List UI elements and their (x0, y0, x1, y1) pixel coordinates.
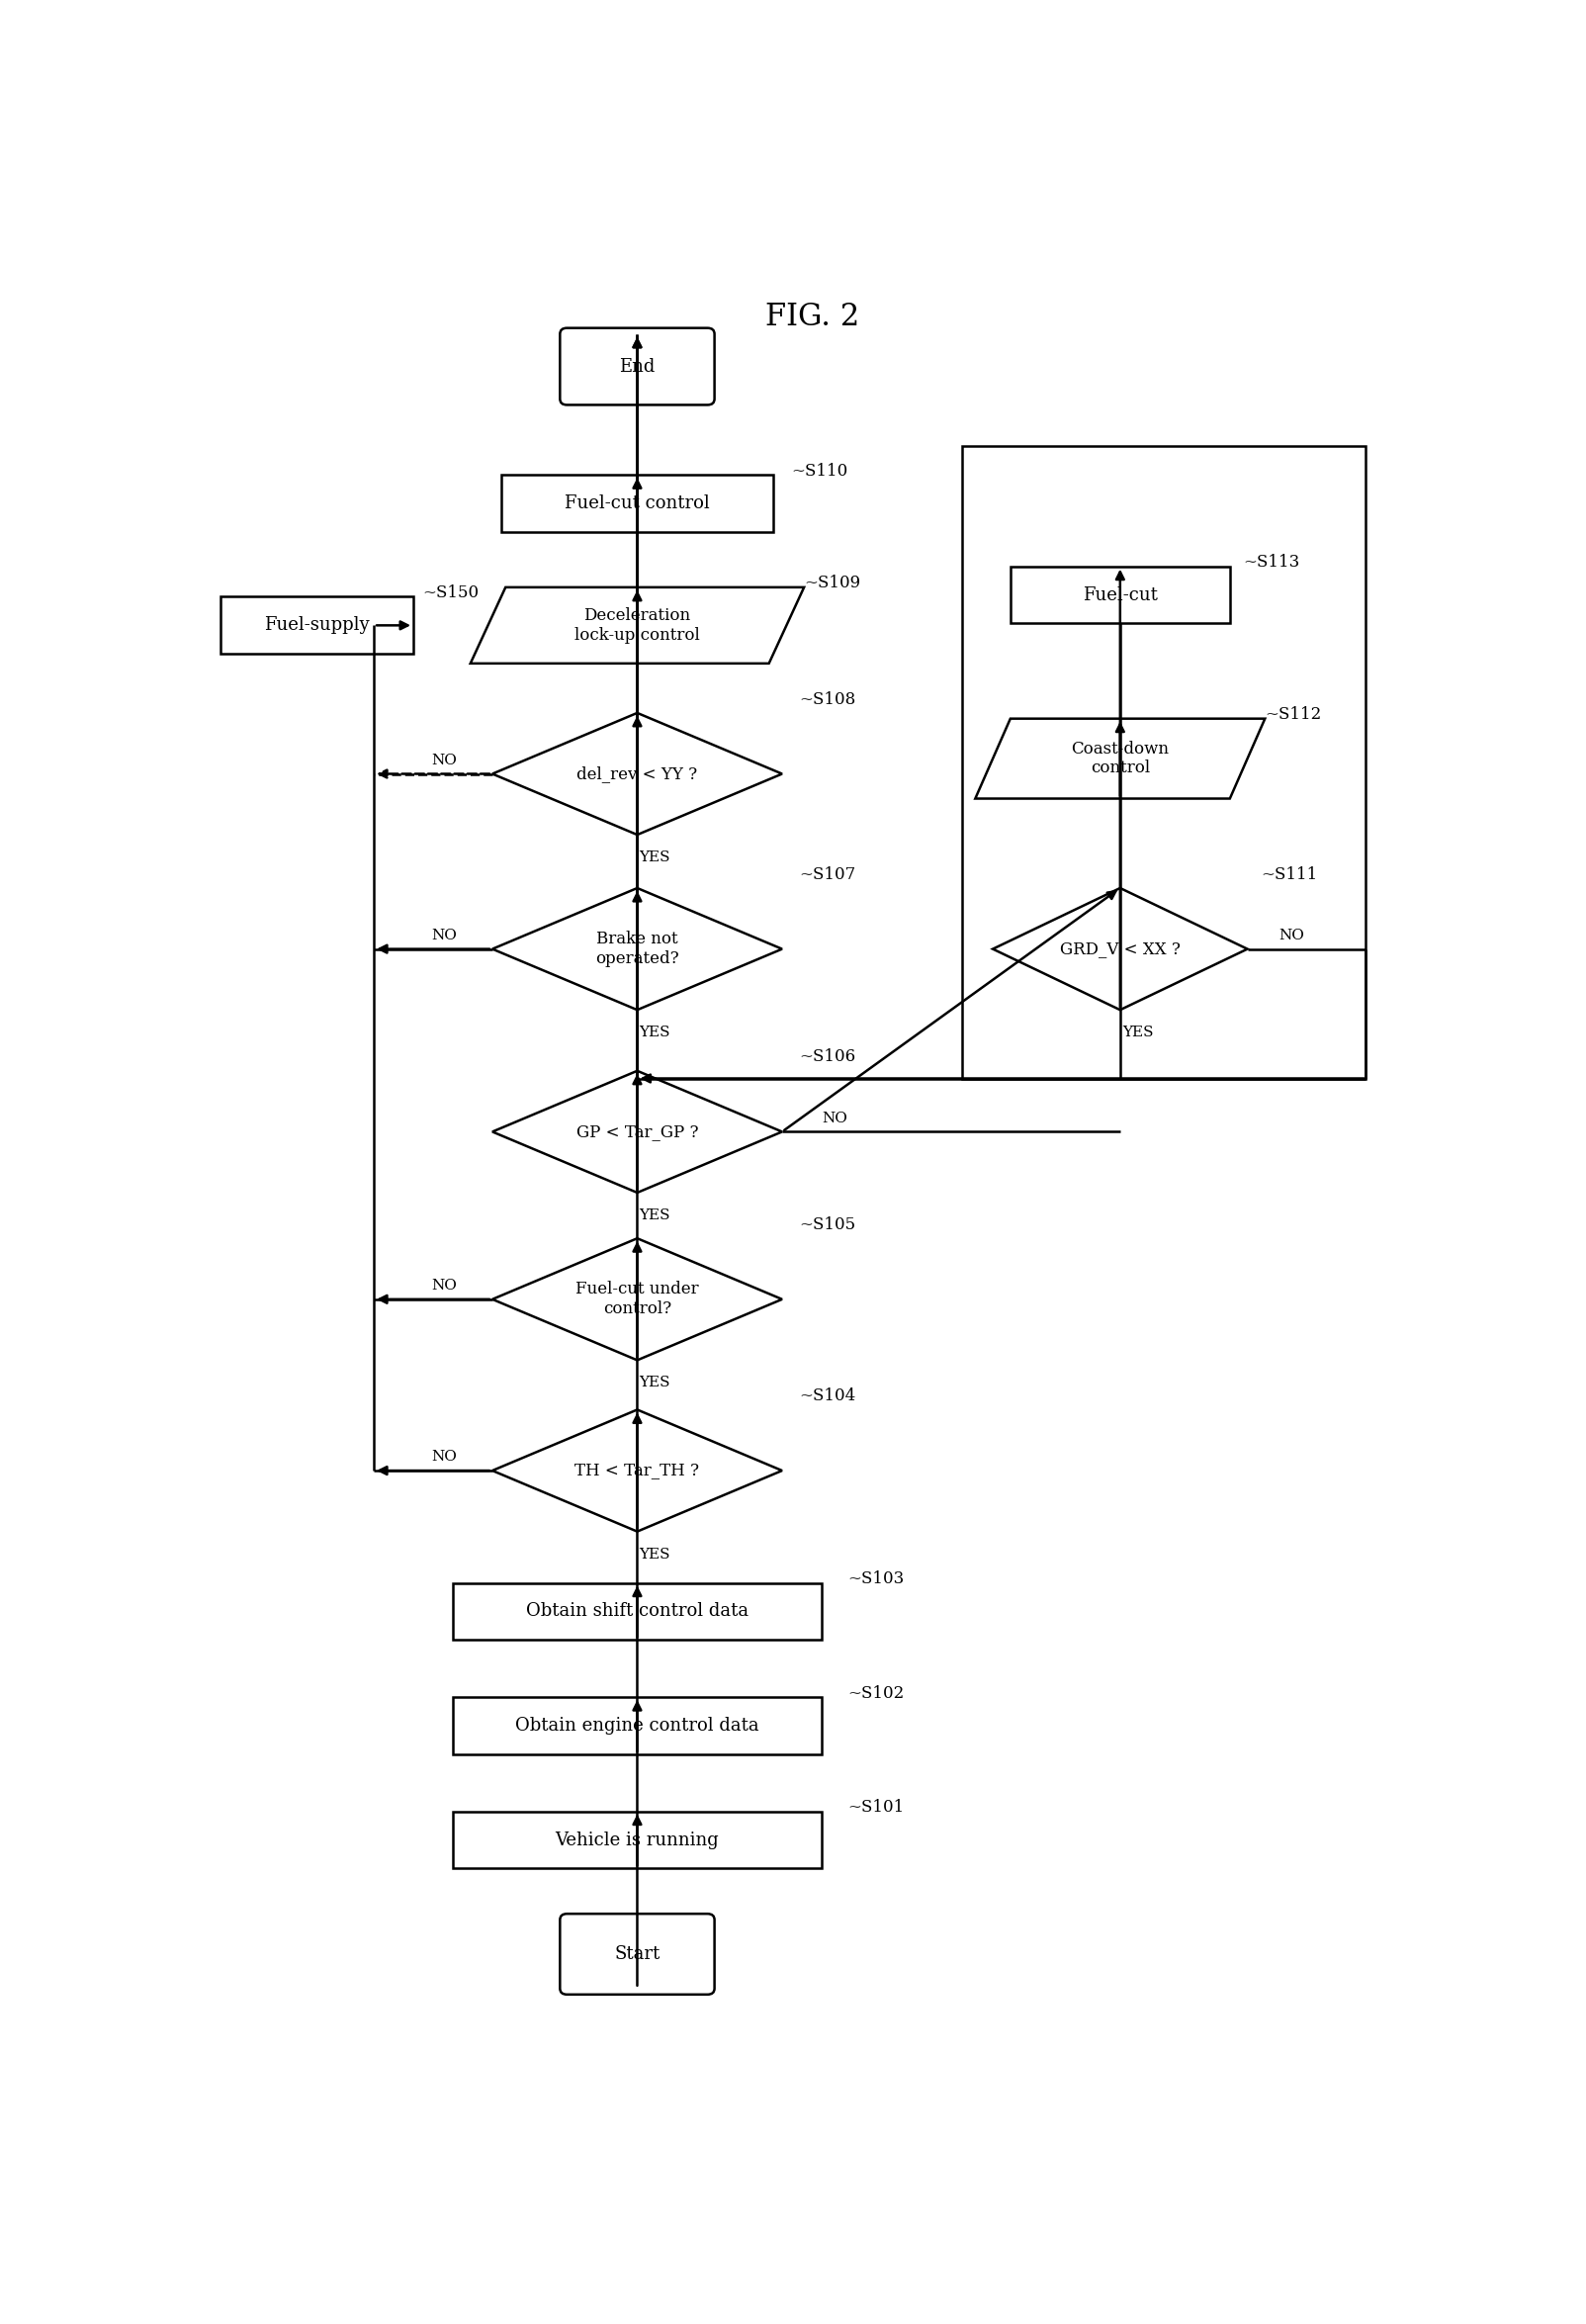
Bar (454, 1697, 822, 1755)
Bar (501, 474, 774, 532)
Text: NO: NO (1278, 927, 1304, 941)
Text: Obtain engine control data: Obtain engine control data (515, 1717, 760, 1734)
Text: ~S107: ~S107 (799, 867, 856, 883)
Text: Fuel-cut control: Fuel-cut control (565, 495, 711, 511)
Text: Fuel-cut under
control?: Fuel-cut under control? (576, 1281, 699, 1318)
Text: ~S108: ~S108 (799, 690, 856, 706)
Text: End: End (619, 358, 655, 376)
Polygon shape (492, 1071, 782, 1192)
Text: Fuel-supply: Fuel-supply (263, 616, 370, 634)
Bar (454, 1810, 822, 1868)
Text: ~S112: ~S112 (1266, 706, 1321, 723)
Polygon shape (492, 1239, 782, 1360)
Polygon shape (993, 888, 1248, 1011)
Text: ~S150: ~S150 (422, 586, 479, 602)
Text: FIG. 2: FIG. 2 (766, 302, 860, 332)
Text: ~S102: ~S102 (849, 1685, 904, 1701)
Text: ~S110: ~S110 (791, 462, 849, 479)
Polygon shape (492, 888, 782, 1011)
Text: ~S106: ~S106 (799, 1048, 856, 1064)
Text: YES: YES (639, 1376, 671, 1390)
Text: YES: YES (639, 1025, 671, 1039)
Bar (220, 597, 414, 653)
Text: YES: YES (639, 851, 671, 865)
Text: Deceleration
lock-up control: Deceleration lock-up control (574, 607, 699, 644)
Text: Vehicle is running: Vehicle is running (555, 1831, 718, 1850)
Text: ~S113: ~S113 (1243, 553, 1299, 572)
Text: NO: NO (431, 753, 457, 767)
Text: ~S104: ~S104 (799, 1387, 856, 1404)
Text: NO: NO (822, 1111, 847, 1125)
Text: ~S103: ~S103 (849, 1571, 904, 1587)
Text: GP < Tar_GP ?: GP < Tar_GP ? (576, 1122, 698, 1141)
Text: ~S109: ~S109 (804, 574, 861, 593)
Polygon shape (492, 1411, 782, 1532)
Polygon shape (975, 718, 1266, 799)
Text: TH < Tar_TH ?: TH < Tar_TH ? (576, 1462, 699, 1478)
Bar (963, 446, 1366, 1078)
Text: Obtain shift control data: Obtain shift control data (527, 1604, 749, 1620)
Text: YES: YES (639, 1208, 671, 1222)
FancyBboxPatch shape (560, 1913, 715, 1994)
FancyBboxPatch shape (560, 328, 715, 404)
Text: ~S105: ~S105 (799, 1215, 856, 1234)
Text: NO: NO (431, 927, 457, 941)
Text: YES: YES (1123, 1025, 1153, 1039)
Text: GRD_V < XX ?: GRD_V < XX ? (1059, 941, 1180, 957)
Text: Start: Start (614, 1945, 660, 1964)
Bar (1010, 567, 1229, 623)
Text: Fuel-cut: Fuel-cut (1083, 586, 1158, 604)
Bar (454, 1583, 822, 1641)
Text: Coast-down
control: Coast-down control (1071, 741, 1169, 776)
Text: ~S111: ~S111 (1261, 867, 1318, 883)
Polygon shape (492, 713, 782, 834)
Polygon shape (471, 588, 804, 662)
Text: NO: NO (431, 1278, 457, 1292)
Text: NO: NO (431, 1450, 457, 1464)
Text: YES: YES (639, 1548, 671, 1562)
Text: del_rev < YY ?: del_rev < YY ? (577, 765, 698, 783)
Text: Brake not
operated?: Brake not operated? (595, 932, 679, 967)
Text: ~S101: ~S101 (849, 1799, 904, 1815)
